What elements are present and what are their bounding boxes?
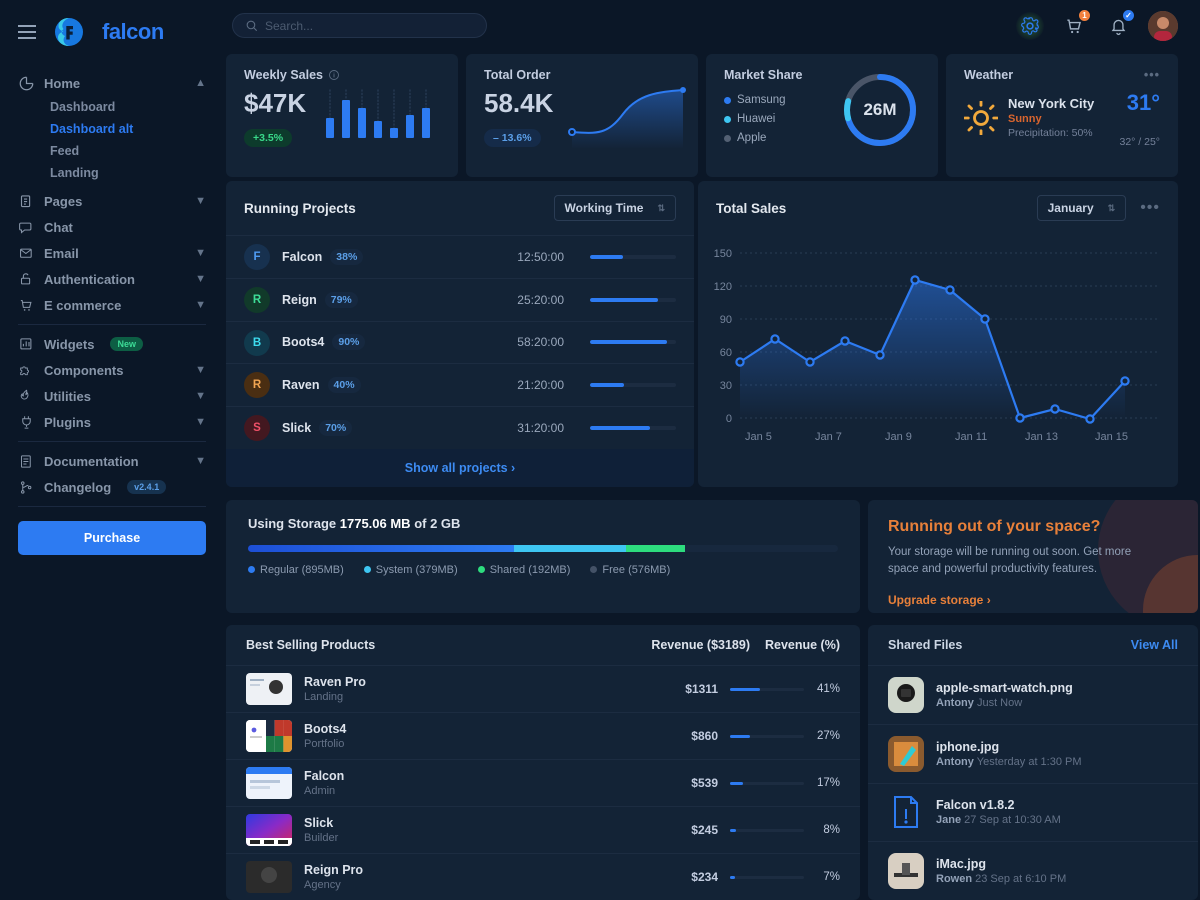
svg-text:150: 150 <box>714 248 732 260</box>
svg-text:Jan 7: Jan 7 <box>815 431 842 443</box>
svg-text:60: 60 <box>720 347 732 359</box>
svg-text:0: 0 <box>726 413 732 425</box>
svg-text:26M: 26M <box>863 100 896 119</box>
svg-text:Jan 11: Jan 11 <box>955 431 987 443</box>
svg-text:30: 30 <box>720 380 732 392</box>
svg-text:Jan 9: Jan 9 <box>885 431 912 443</box>
svg-text:Jan 13: Jan 13 <box>1025 431 1058 443</box>
svg-text:120: 120 <box>714 281 732 293</box>
svg-text:Jan 5: Jan 5 <box>745 431 772 443</box>
svg-text:Jan 15: Jan 15 <box>1095 431 1128 443</box>
svg-text:90: 90 <box>720 314 732 326</box>
